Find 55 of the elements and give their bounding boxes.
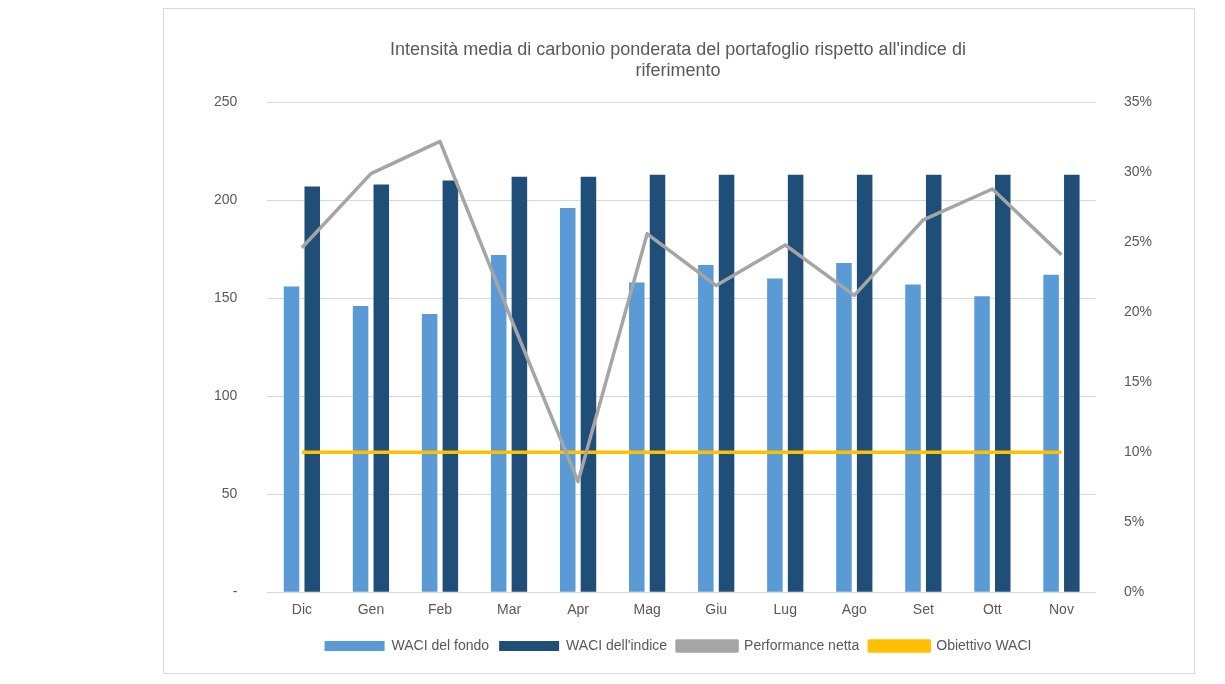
legend-label: Obiettivo WACI: [936, 636, 1032, 653]
bar: [974, 296, 990, 592]
y-tick-label: 100: [214, 387, 238, 404]
bar: [787, 174, 804, 592]
legend-label: WACI dell'indice: [566, 636, 668, 653]
bar: [629, 282, 645, 592]
bar: [718, 174, 735, 592]
x-tick-label: Dic: [291, 601, 312, 618]
y2-tick-label: 5%: [1123, 513, 1145, 530]
bar: [1064, 174, 1080, 592]
bar: [994, 174, 1011, 592]
x-tick-label: Giu: [705, 601, 728, 618]
bar: [1043, 274, 1059, 592]
y2-tick-label: 0%: [1123, 583, 1145, 600]
bar: [836, 262, 852, 592]
chart-title: Intensità media di carbonio ponderata del portafoglio rispetto all'indice di riferimento: [390, 38, 966, 81]
y2-tick-label: 10%: [1123, 443, 1153, 460]
x-tick-label: Apr: [567, 601, 590, 618]
y-tick-label: 50: [221, 485, 238, 502]
bar: [304, 186, 321, 592]
y2-tick-label: 15%: [1123, 373, 1153, 390]
bar: [442, 180, 459, 592]
y2-tick-label: 30%: [1123, 163, 1153, 180]
x-tick-label: Gen: [357, 601, 385, 618]
bar: [767, 278, 783, 592]
bar: [283, 286, 300, 592]
x-tick-label: Set: [912, 601, 934, 618]
x-tick-label: Nov: [1049, 601, 1074, 618]
bar: [698, 264, 714, 592]
bar: [373, 184, 390, 592]
y-tick-label: 200: [214, 191, 238, 208]
x-tick-label: Feb: [427, 601, 453, 618]
bar: [490, 255, 507, 592]
y2-tick-label: 35%: [1123, 93, 1153, 110]
bar: [559, 208, 576, 592]
y2-tick-label: 20%: [1123, 303, 1153, 320]
legend-label: Performance netta: [744, 636, 860, 653]
x-tick-label: Mar: [496, 601, 522, 618]
y-tick-label: 250: [214, 93, 238, 110]
x-tick-label: Lug: [773, 601, 797, 618]
bar: [856, 174, 873, 592]
x-tick-label: Ott: [983, 601, 1002, 618]
y2-tick-label: 25%: [1123, 233, 1153, 250]
legend-label: WACI del fondo: [391, 636, 490, 653]
bar: [352, 306, 369, 592]
bar: [511, 176, 528, 592]
bar: [649, 174, 666, 592]
bar: [421, 313, 438, 592]
bar: [580, 176, 597, 592]
x-tick-label: Ago: [841, 601, 867, 618]
y-tick-label: -: [232, 583, 238, 600]
x-tick-label: Mag: [633, 601, 661, 618]
bar: [905, 284, 921, 592]
y-tick-label: 150: [214, 289, 238, 306]
bar: [925, 174, 942, 592]
